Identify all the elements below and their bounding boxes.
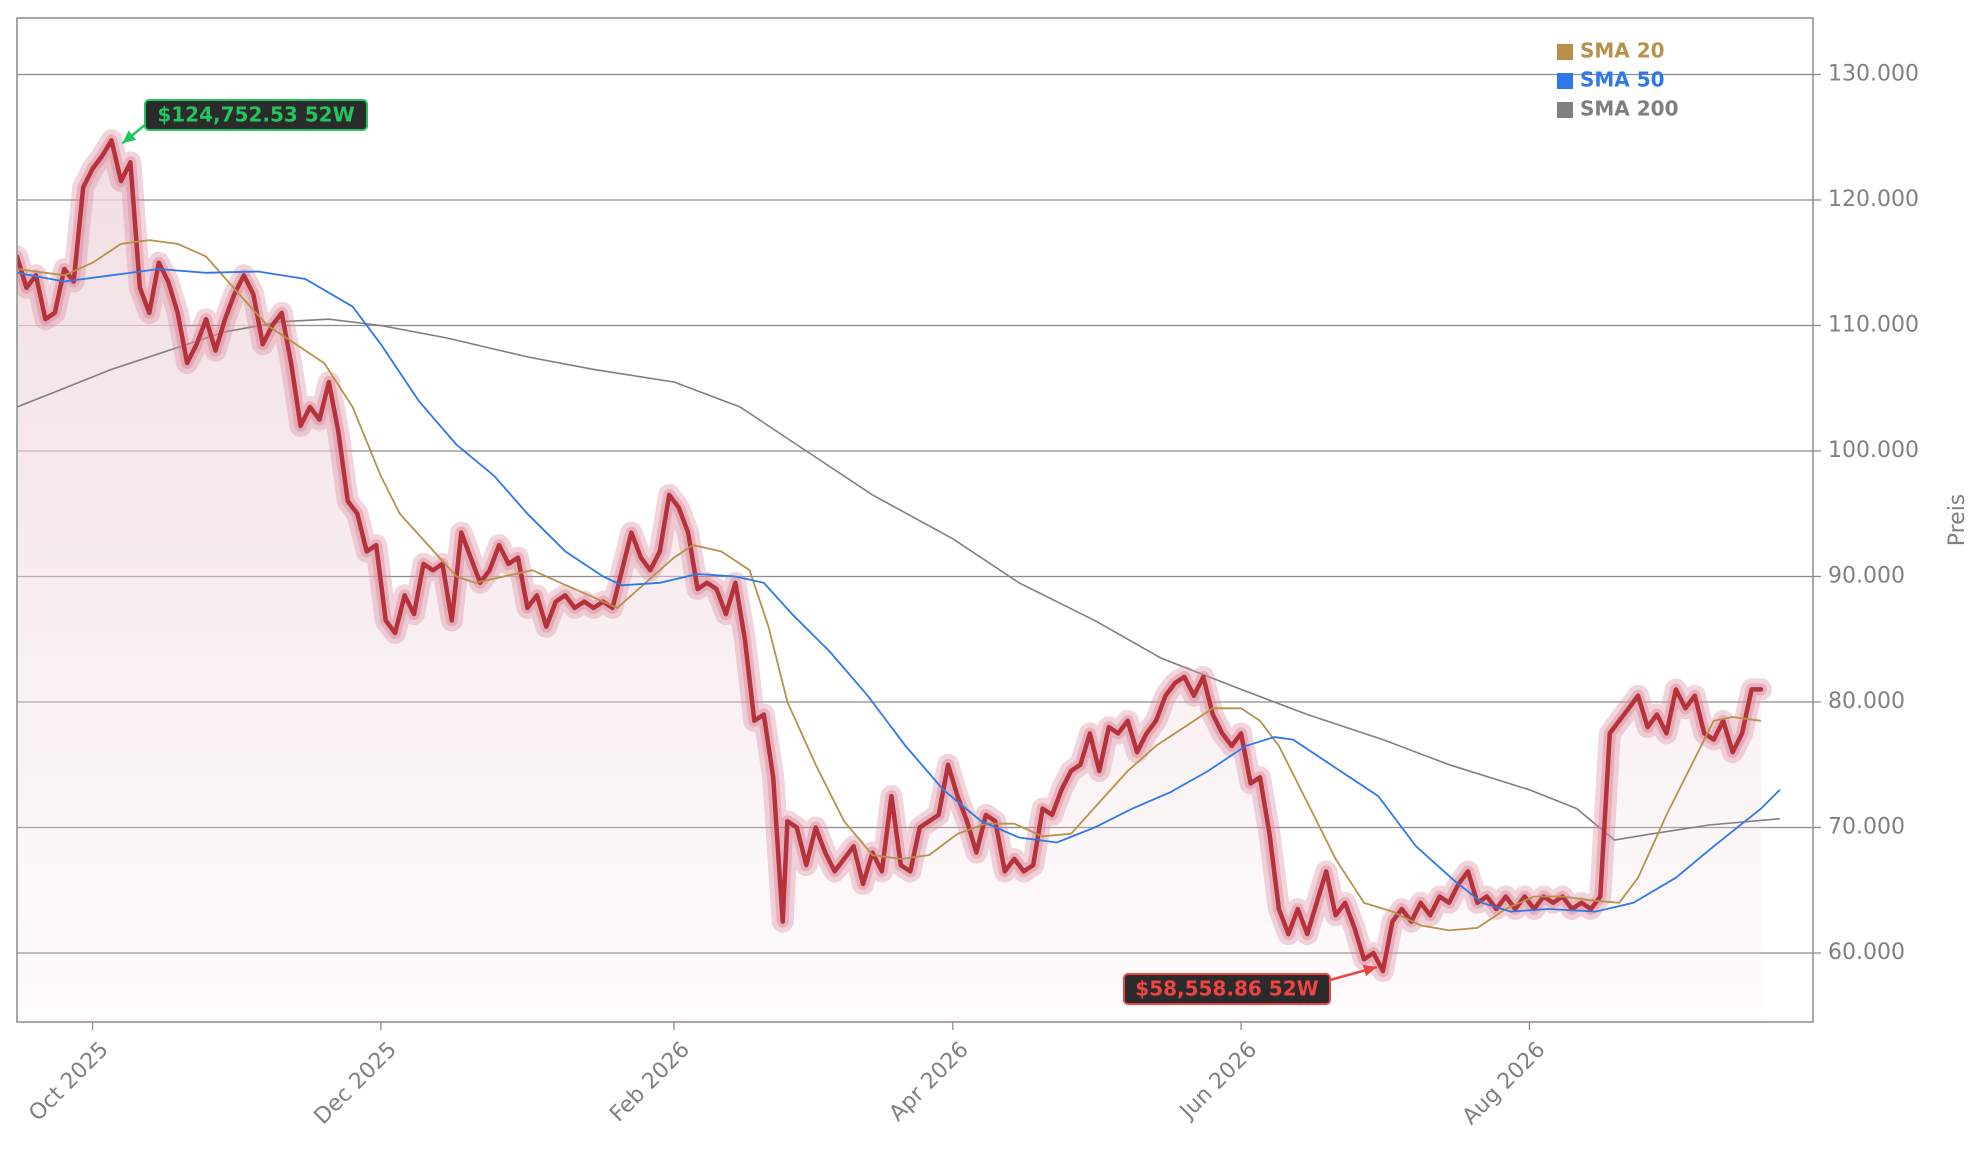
y-tick-label: 130.000 bbox=[1828, 61, 1919, 86]
high-52w-annotation: $124,752.53 52W bbox=[121, 99, 368, 145]
legend-swatch bbox=[1557, 73, 1573, 89]
y-tick-label: 110.000 bbox=[1828, 312, 1919, 337]
low-52w-annotation: $58,558.86 52W bbox=[1123, 964, 1378, 1005]
sma-20-line bbox=[17, 239, 1762, 932]
y-axis-label: Preis bbox=[1945, 494, 1970, 547]
legend-entry: SMA 200 bbox=[1580, 97, 1679, 121]
legend: SMA 20 SMA 50 SMA 200 bbox=[1557, 39, 1679, 121]
sma-200-line bbox=[17, 318, 1780, 841]
x-tick-label: Dec 2025 bbox=[310, 1037, 402, 1129]
annotation-label: $124,752.53 52W bbox=[157, 103, 354, 127]
legend-swatch bbox=[1557, 102, 1573, 118]
y-axis: 60.000 70.000 80.000 90.000 100.000 110.000 12… bbox=[1813, 61, 1919, 965]
x-tick-label: Oct 2025 bbox=[24, 1037, 113, 1126]
x-axis: Oct 2025 Dec 2025 Feb 2026 Apr 2026 Jun 2026… bbox=[24, 1022, 1550, 1130]
x-tick-label: Feb 2026 bbox=[605, 1037, 695, 1127]
legend-entry: SMA 20 bbox=[1580, 39, 1665, 63]
y-tick-label: 70.000 bbox=[1828, 814, 1905, 839]
annotation-arrowhead bbox=[122, 130, 137, 144]
sma-50-line bbox=[17, 268, 1781, 913]
annotation-arrowhead bbox=[1362, 964, 1377, 977]
x-tick-label: Apr 2026 bbox=[885, 1037, 974, 1126]
y-tick-label: 60.000 bbox=[1828, 940, 1905, 965]
annotations: $124,752.53 52W $58,558.86 52W bbox=[121, 99, 1378, 1005]
price-area-fill bbox=[17, 140, 1761, 1022]
annotation-box bbox=[144, 99, 368, 131]
annotation-label: $58,558.86 52W bbox=[1135, 977, 1318, 1001]
legend-entry: SMA 50 bbox=[1580, 68, 1665, 92]
annotation-box bbox=[1123, 973, 1331, 1005]
y-tick-label: 80.000 bbox=[1828, 689, 1905, 714]
legend-swatch bbox=[1557, 44, 1573, 60]
y-tick-label: 100.000 bbox=[1828, 438, 1919, 463]
plot-frame bbox=[16, 17, 1814, 1023]
y-tick-label: 90.000 bbox=[1828, 563, 1905, 588]
x-tick-label: Jun 2026 bbox=[1174, 1037, 1262, 1125]
x-tick-label: Aug 2026 bbox=[1458, 1037, 1551, 1130]
y-tick-label: 120.000 bbox=[1828, 187, 1919, 212]
price-line bbox=[17, 138, 1764, 974]
